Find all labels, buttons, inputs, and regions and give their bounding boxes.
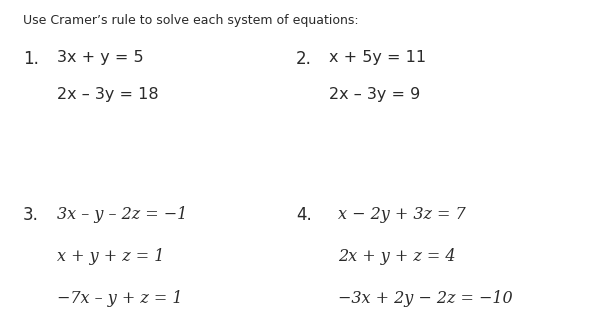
Text: x + y + z = 1: x + y + z = 1 xyxy=(57,248,165,265)
Text: 2.: 2. xyxy=(296,50,312,68)
Text: 2x + y + z = 4: 2x + y + z = 4 xyxy=(338,248,456,265)
Text: −7x – y + z = 1: −7x – y + z = 1 xyxy=(57,290,183,307)
Text: x − 2y + 3z = 7: x − 2y + 3z = 7 xyxy=(338,206,466,223)
Text: 3x – y – 2z = −1: 3x – y – 2z = −1 xyxy=(57,206,188,223)
Text: Use Cramer’s rule to solve each system of equations:: Use Cramer’s rule to solve each system o… xyxy=(23,14,359,27)
Text: 1.: 1. xyxy=(23,50,39,68)
Text: x + 5y = 11: x + 5y = 11 xyxy=(329,50,426,65)
Text: 4.: 4. xyxy=(296,206,312,224)
Text: 3x + y = 5: 3x + y = 5 xyxy=(57,50,144,65)
Text: −3x + 2y − 2z = −10: −3x + 2y − 2z = −10 xyxy=(338,290,513,307)
Text: 2x – 3y = 18: 2x – 3y = 18 xyxy=(57,87,159,102)
Text: 3.: 3. xyxy=(23,206,39,224)
Text: 2x – 3y = 9: 2x – 3y = 9 xyxy=(329,87,420,102)
